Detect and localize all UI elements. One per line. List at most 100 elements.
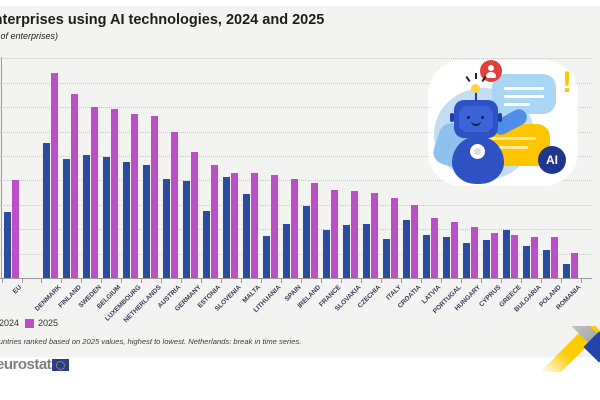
axis-tick bbox=[500, 279, 502, 283]
bar-eu-2024 bbox=[3, 212, 12, 278]
bar-croatia-2025 bbox=[410, 204, 419, 278]
bar-ireland-2024 bbox=[302, 206, 311, 278]
bar-sweden-2024 bbox=[82, 155, 91, 278]
bar-italy-2025 bbox=[390, 197, 399, 278]
bar-sweden-2025 bbox=[90, 107, 99, 278]
robot-antenna-bulb bbox=[471, 84, 480, 93]
legend-label-2025: 2025 bbox=[38, 318, 59, 328]
bar-spain-2024 bbox=[282, 223, 291, 278]
gridline-25 bbox=[0, 156, 592, 157]
bar-finland-2025 bbox=[70, 93, 79, 278]
bar-denmark-2024 bbox=[42, 143, 51, 278]
bar-slovenia-2025 bbox=[230, 173, 239, 278]
robot-ear bbox=[450, 113, 454, 122]
eurostat-logo[interactable]: eurostat bbox=[0, 356, 70, 373]
axis-tick bbox=[520, 279, 522, 283]
bar-netherlands-2024 bbox=[142, 164, 151, 278]
bar-denmark-2025 bbox=[50, 72, 59, 278]
axis-tick bbox=[420, 279, 422, 283]
bar-estonia-2025 bbox=[210, 164, 219, 278]
eurostat-logo-text: eurostat bbox=[0, 356, 52, 373]
axis-tick bbox=[380, 279, 382, 283]
bubble-text-line bbox=[504, 87, 544, 90]
ai-robot-illustration: ! AI bbox=[428, 60, 578, 186]
bubble-text-line bbox=[504, 95, 544, 98]
bar-lithuania-2024 bbox=[262, 235, 271, 278]
bar-austria-2024 bbox=[162, 179, 171, 278]
gridline-45 bbox=[0, 58, 592, 60]
chart-footnote: Countries ranked based on 2025 values, h… bbox=[0, 337, 302, 346]
axis-tick bbox=[320, 279, 322, 283]
chart-title: Enterprises using AI technologies, 2024 … bbox=[0, 12, 325, 28]
bar-slovakia-2024 bbox=[342, 225, 351, 278]
bar-austria-2025 bbox=[170, 132, 179, 278]
bubble-text-line bbox=[486, 146, 528, 149]
axis-tick bbox=[240, 279, 242, 283]
bar-czechia-2025 bbox=[370, 193, 379, 278]
bar-cyprus-2025 bbox=[490, 233, 499, 278]
bar-slovakia-2025 bbox=[350, 191, 359, 278]
bar-poland-2024 bbox=[542, 249, 551, 278]
axis-tick bbox=[120, 279, 122, 283]
bar-romania-2024 bbox=[562, 264, 571, 278]
axis-tick bbox=[200, 279, 202, 283]
bar-germany-2024 bbox=[182, 181, 191, 278]
corner-decoration bbox=[528, 326, 600, 372]
robot-antenna bbox=[475, 92, 477, 101]
gridline-40 bbox=[0, 82, 592, 84]
axis-tick bbox=[460, 279, 462, 283]
speech-bubble-blue bbox=[492, 74, 556, 114]
bar-czechia-2024 bbox=[362, 224, 371, 278]
axis-tick bbox=[400, 279, 402, 283]
axis-tick bbox=[180, 279, 182, 283]
eu-flag-icon bbox=[52, 358, 70, 371]
bar-malta-2025 bbox=[250, 173, 259, 278]
bar-france-2025 bbox=[330, 189, 339, 278]
bar-bulgaria-2025 bbox=[530, 237, 539, 278]
blue-bubble-tail bbox=[498, 110, 508, 120]
axis-tick bbox=[560, 279, 562, 283]
x-axis-line bbox=[0, 278, 592, 279]
axis-tick bbox=[220, 279, 222, 283]
axis-tick bbox=[1, 279, 3, 283]
axis-tick bbox=[260, 279, 262, 283]
robot-eye bbox=[481, 116, 484, 119]
bar-italy-2024 bbox=[382, 238, 391, 278]
bar-france-2024 bbox=[322, 229, 331, 278]
bar-germany-2025 bbox=[190, 151, 199, 278]
bubble-text-line bbox=[504, 103, 530, 106]
bar-portugal-2025 bbox=[450, 221, 459, 278]
person-icon bbox=[488, 65, 494, 71]
bar-hungary-2025 bbox=[470, 227, 479, 278]
bar-bulgaria-2024 bbox=[522, 246, 531, 278]
bar-netherlands-2025 bbox=[150, 116, 159, 278]
axis-tick bbox=[140, 279, 142, 283]
bar-hungary-2024 bbox=[462, 242, 471, 278]
bar-romania-2025 bbox=[570, 253, 579, 278]
bar-greece-2024 bbox=[502, 230, 511, 278]
bar-estonia-2024 bbox=[202, 210, 211, 278]
exclamation-mark: ! bbox=[562, 66, 572, 99]
axis-tick bbox=[80, 279, 82, 283]
bar-lithuania-2025 bbox=[270, 174, 279, 278]
bar-portugal-2024 bbox=[442, 236, 451, 278]
bar-eu-2025 bbox=[11, 180, 20, 278]
bar-luxembourg-2024 bbox=[122, 162, 131, 278]
bar-cyprus-2024 bbox=[482, 239, 491, 278]
bar-malta-2024 bbox=[242, 194, 251, 278]
bar-belgium-2024 bbox=[102, 157, 111, 278]
bar-spain-2025 bbox=[290, 179, 299, 278]
person-icon bbox=[486, 72, 496, 78]
bar-finland-2024 bbox=[62, 158, 71, 278]
robot-smile bbox=[471, 119, 481, 126]
legend-swatch-2025 bbox=[25, 318, 35, 328]
axis-tick bbox=[100, 279, 102, 283]
chart-legend: 2024 2025 bbox=[0, 318, 64, 328]
gridline-35 bbox=[0, 107, 592, 109]
axis-tick bbox=[280, 279, 282, 283]
axis-tick bbox=[440, 279, 442, 283]
ai-badge: AI bbox=[538, 146, 566, 174]
robot-chest-badge-dot bbox=[474, 148, 481, 155]
bar-greece-2025 bbox=[510, 235, 519, 278]
